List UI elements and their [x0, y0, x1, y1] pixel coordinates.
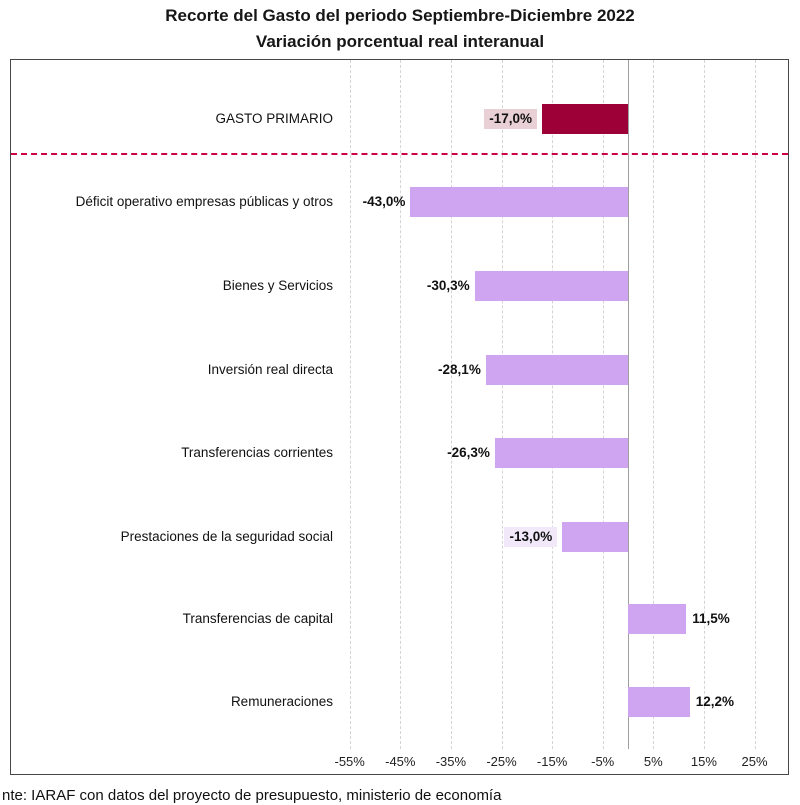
- x-tick-label: 25%: [741, 754, 768, 769]
- x-tick-label: -35%: [435, 754, 467, 769]
- value-label: 12,2%: [695, 694, 734, 709]
- gridline: [703, 60, 705, 749]
- gridline: [501, 60, 503, 749]
- category-label: Transferencias corrientes: [181, 445, 333, 460]
- category-label: Bienes y Servicios: [222, 278, 333, 293]
- chart-title: Recorte del Gasto del periodo Septiembre…: [0, 3, 800, 55]
- chart-title-line2: Variación porcentual real interanual: [255, 32, 545, 51]
- gridline: [653, 60, 655, 749]
- bar: [562, 522, 628, 552]
- chart-frame: -55% -45% -35% -25% -15% -5% 5% 15% 25% GASTO PRI…: [10, 59, 789, 775]
- x-tick-label: 15%: [690, 754, 717, 769]
- value-label: -17,0%: [484, 109, 537, 129]
- chart-title-line1: Recorte del Gasto del periodo Septiembre…: [165, 6, 635, 25]
- bar: [628, 687, 690, 717]
- bar: [628, 604, 687, 634]
- category-label: Prestaciones de la seguridad social: [120, 529, 333, 544]
- plot-area: -55% -45% -35% -25% -15% -5% 5% 15% 25% GASTO PRI…: [11, 60, 788, 774]
- x-tick-label: -25%: [486, 754, 517, 769]
- category-label: Remuneraciones: [230, 694, 333, 709]
- value-label: 11,5%: [692, 611, 730, 626]
- bar: [541, 104, 628, 134]
- gridline: [552, 60, 554, 749]
- category-label: GASTO PRIMARIO: [215, 111, 333, 126]
- zero-axis-line: [628, 60, 629, 749]
- value-label: -28,1%: [438, 362, 481, 377]
- x-tick-label: -55%: [334, 754, 365, 769]
- gridline: [400, 60, 402, 749]
- x-tick-label: -5%: [591, 754, 615, 769]
- gridline: [450, 60, 452, 749]
- gridline: [754, 60, 756, 749]
- category-label: Transferencias de capital: [182, 611, 333, 626]
- bar: [485, 355, 628, 385]
- value-label: -30,3%: [426, 278, 470, 293]
- value-label: -43,0%: [362, 194, 406, 209]
- bar: [494, 438, 628, 468]
- bar: [474, 271, 628, 301]
- bar: [410, 187, 628, 217]
- x-tick-label: 5%: [643, 754, 663, 769]
- x-tick-label: -45%: [385, 754, 416, 769]
- x-tick-label: -15%: [536, 754, 568, 769]
- value-label: -26,3%: [447, 445, 490, 460]
- source-note: nte: IARAF con datos del proyecto de pre…: [2, 787, 502, 804]
- gridline: [349, 60, 351, 749]
- category-label: Déficit operativo empresas públicas y ot…: [75, 194, 333, 209]
- category-label: Inversión real directa: [207, 362, 333, 377]
- primary-separator-line: [11, 153, 788, 155]
- gridline: [602, 60, 604, 749]
- value-label: -13,0%: [504, 527, 558, 547]
